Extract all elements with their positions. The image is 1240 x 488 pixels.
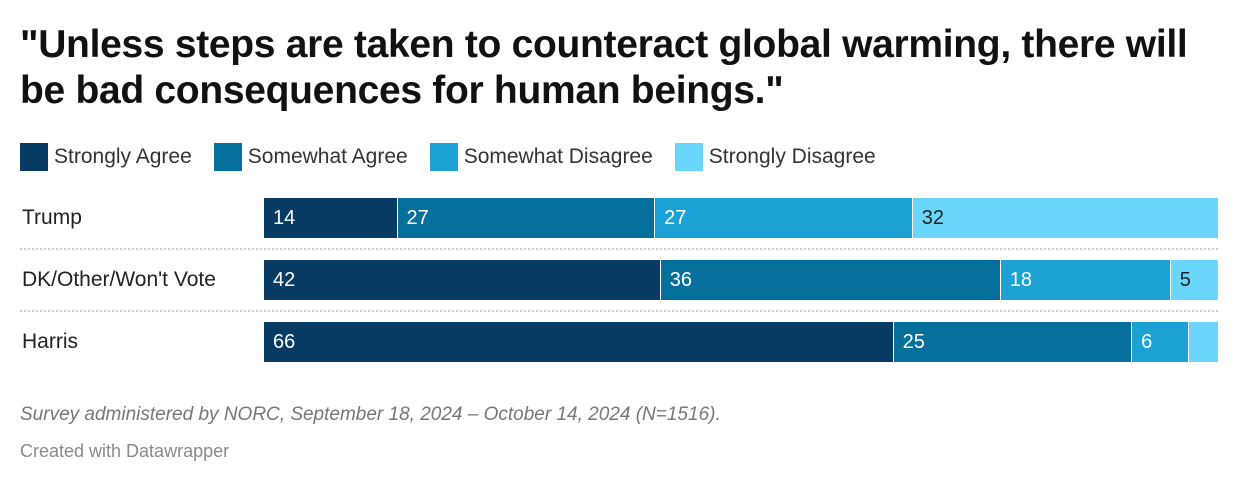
bar-segment-strongly-disagree: 32: [912, 198, 1218, 238]
bar-value-label: 27: [664, 207, 687, 229]
legend-label: Somewhat Agree: [247, 145, 408, 168]
legend-swatch: [429, 143, 458, 171]
bar-segment-somewhat-disagree: 18: [1000, 260, 1171, 300]
bar-value-label: 25: [902, 331, 925, 353]
legend-label: Strongly Agree: [54, 145, 192, 168]
legend-swatch: [213, 143, 242, 171]
bar-segment-somewhat-disagree: 27: [655, 198, 913, 238]
legend-swatch: [20, 143, 48, 171]
bar-segment-strongly-disagree: [1189, 322, 1218, 362]
legend-label: Somewhat Disagree: [463, 145, 653, 168]
bar-value-label: 27: [406, 207, 429, 229]
bar-value-label: 14: [273, 207, 296, 229]
legend-item-somewhat-disagree: Somewhat Disagree: [429, 143, 653, 171]
chart-note: Survey administered by NORC, September 1…: [20, 404, 721, 425]
row-label-dk-other-won-t-vote: DK/Other/Won't Vote: [22, 268, 216, 291]
row-separator: [20, 248, 1218, 250]
bar-value-label: 32: [921, 207, 944, 229]
row-label-trump: Trump: [22, 206, 82, 229]
row-label-harris: Harris: [22, 330, 78, 353]
bar-value-label: 42: [273, 269, 296, 291]
bar-segment-somewhat-agree: 25: [893, 322, 1133, 362]
bar-segment-strongly-agree: 14: [264, 198, 398, 238]
legend-item-strongly-agree: Strongly Agree: [20, 143, 192, 171]
row-separator: [20, 310, 1218, 312]
legend-swatch: [674, 143, 703, 171]
bar-segment-somewhat-agree: 36: [660, 260, 1001, 300]
chart-credit: Created with Datawrapper: [20, 441, 230, 461]
bar-value-label: 18: [1009, 269, 1033, 291]
chart-legend: Strongly Agree Somewhat Agree Somewhat Dis…: [20, 142, 898, 172]
bar-value-label: 36: [669, 269, 692, 291]
chart-title: "Unless steps are taken to counteract gl…: [20, 23, 1188, 112]
bar-dk-other-won-t-vote: 42 36 18 5: [264, 260, 1219, 300]
bar-harris: 66 25 6: [264, 322, 1218, 362]
bar-segment-somewhat-disagree: 6: [1132, 322, 1190, 362]
bar-value-label: 5: [1179, 269, 1191, 291]
bar-trump: 14 27 27 32: [264, 198, 1218, 238]
bar-segment-strongly-disagree: 5: [1170, 260, 1219, 300]
bar-value-label: 6: [1141, 331, 1153, 353]
bar-segment-strongly-agree: 66: [264, 322, 894, 362]
bar-segment-somewhat-agree: 27: [397, 198, 656, 238]
legend-item-strongly-disagree: Strongly Disagree: [674, 143, 876, 171]
legend-item-somewhat-agree: Somewhat Agree: [213, 143, 408, 171]
legend-label: Strongly Disagree: [708, 145, 876, 168]
bar-value-label: 66: [273, 331, 296, 353]
bar-segment-strongly-agree: 42: [264, 260, 661, 300]
